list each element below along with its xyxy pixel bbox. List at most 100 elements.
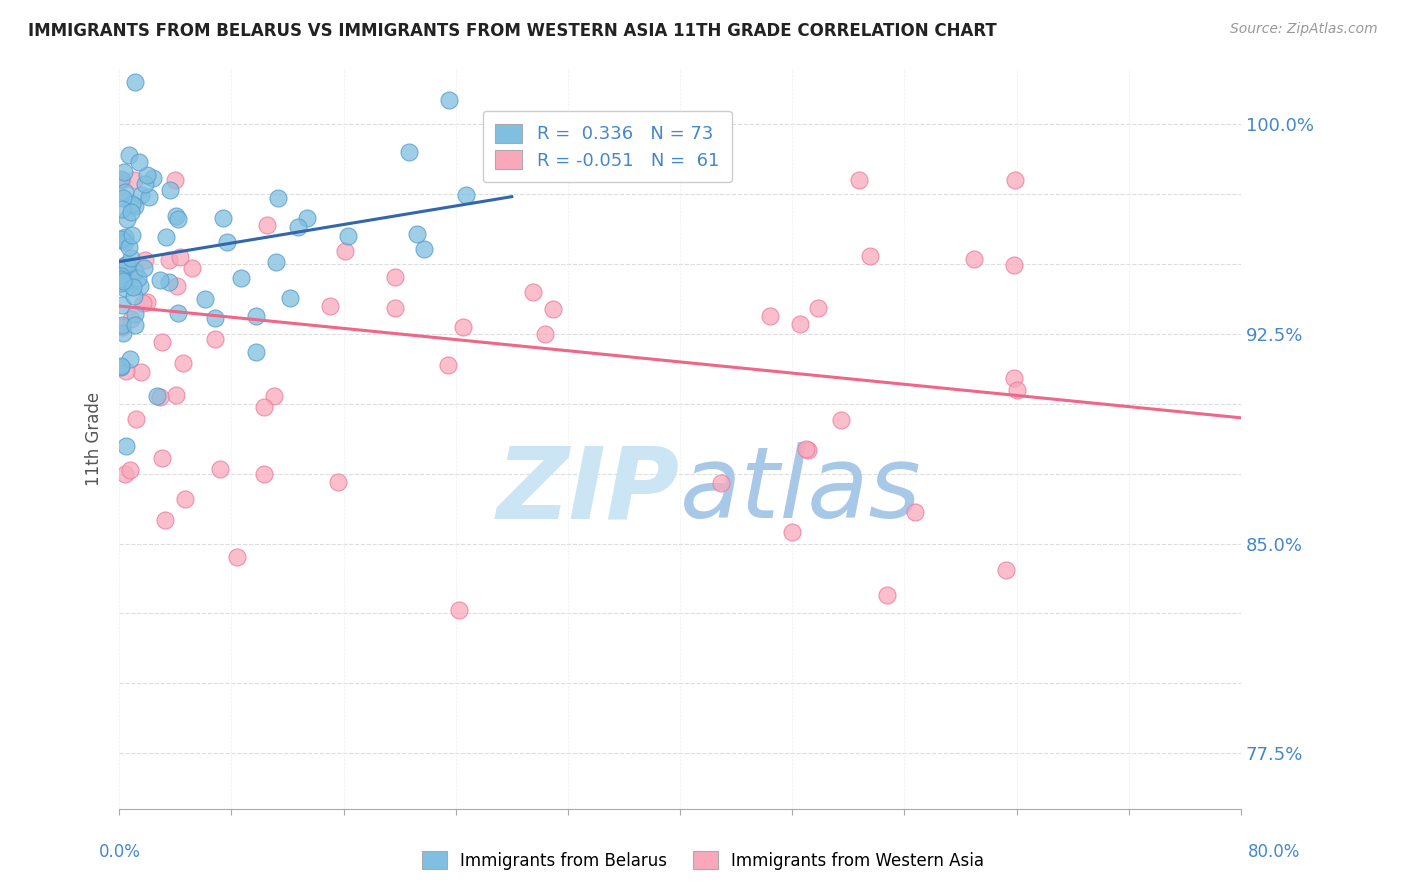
Point: [263, 389, 285, 403]
Point: [115, 212, 138, 227]
Point: [451, 320, 474, 334]
Point: [447, 603, 470, 617]
Point: [124, 264, 146, 278]
Point: [437, 93, 460, 107]
Point: [245, 309, 267, 323]
Point: [256, 218, 278, 232]
Point: [264, 254, 287, 268]
Point: [110, 359, 132, 373]
Point: [541, 301, 564, 316]
Point: [384, 301, 406, 315]
Point: [135, 295, 157, 310]
Point: [118, 351, 141, 366]
Point: [111, 326, 134, 341]
Point: [134, 177, 156, 191]
Point: [806, 301, 828, 315]
Point: [110, 272, 132, 286]
Point: [166, 278, 188, 293]
Point: [129, 366, 152, 380]
Point: [111, 318, 134, 333]
Point: [125, 411, 148, 425]
Text: IMMIGRANTS FROM BELARUS VS IMMIGRANTS FROM WESTERN ASIA 11TH GRADE CORRELATION C: IMMIGRANTS FROM BELARUS VS IMMIGRANTS FR…: [28, 22, 997, 40]
Point: [159, 183, 181, 197]
Point: [134, 261, 156, 276]
Point: [150, 451, 173, 466]
Point: [110, 172, 132, 186]
Point: [398, 145, 420, 160]
Point: [129, 279, 152, 293]
Point: [138, 190, 160, 204]
Point: [114, 230, 136, 244]
Point: [112, 164, 135, 178]
Point: [120, 205, 142, 219]
Point: [110, 269, 132, 284]
Point: [157, 275, 180, 289]
Point: [150, 334, 173, 349]
Point: [794, 442, 817, 456]
Point: [204, 311, 226, 326]
Point: [212, 211, 235, 225]
Point: [319, 299, 342, 313]
Point: [121, 196, 143, 211]
Point: [994, 564, 1017, 578]
Point: [117, 265, 139, 279]
Point: [110, 232, 132, 246]
Point: [136, 169, 159, 183]
Point: [111, 259, 134, 273]
Text: Source: ZipAtlas.com: Source: ZipAtlas.com: [1230, 22, 1378, 37]
Point: [155, 230, 177, 244]
Point: [384, 270, 406, 285]
Point: [1005, 384, 1028, 398]
Point: [789, 318, 811, 332]
Point: [165, 209, 187, 223]
Point: [336, 228, 359, 243]
Point: [174, 492, 197, 507]
Legend: R =  0.336   N = 73, R = -0.051   N =  61: R = 0.336 N = 73, R = -0.051 N = 61: [482, 111, 731, 182]
Point: [194, 293, 217, 307]
Point: [253, 401, 276, 415]
Point: [797, 443, 820, 458]
Text: ZIP: ZIP: [498, 442, 681, 539]
Point: [278, 291, 301, 305]
Point: [134, 252, 156, 267]
Point: [522, 285, 544, 299]
Point: [157, 252, 180, 267]
Point: [226, 550, 249, 565]
Point: [112, 233, 135, 247]
Point: [167, 211, 190, 226]
Point: [142, 171, 165, 186]
Point: [131, 296, 153, 310]
Point: [830, 413, 852, 427]
Point: [1002, 258, 1025, 272]
Point: [111, 297, 134, 311]
Point: [904, 505, 927, 519]
Point: [710, 476, 733, 491]
Point: [876, 588, 898, 602]
Point: [149, 272, 172, 286]
Point: [533, 326, 555, 341]
Point: [124, 75, 146, 89]
Point: [146, 388, 169, 402]
Point: [111, 202, 134, 216]
Point: [758, 309, 780, 323]
Point: [1002, 371, 1025, 385]
Point: [110, 359, 132, 374]
Point: [848, 173, 870, 187]
Point: [114, 235, 136, 250]
Point: [181, 260, 204, 275]
Text: 0.0%: 0.0%: [98, 843, 141, 861]
Point: [120, 251, 142, 265]
Point: [121, 228, 143, 243]
Point: [165, 388, 187, 402]
Point: [413, 242, 436, 256]
Point: [406, 227, 429, 241]
Point: [209, 461, 232, 475]
Point: [295, 211, 318, 226]
Point: [111, 173, 134, 187]
Point: [111, 191, 134, 205]
Point: [111, 274, 134, 288]
Point: [120, 312, 142, 326]
Point: [165, 173, 187, 187]
Point: [204, 332, 226, 346]
Point: [111, 268, 134, 283]
